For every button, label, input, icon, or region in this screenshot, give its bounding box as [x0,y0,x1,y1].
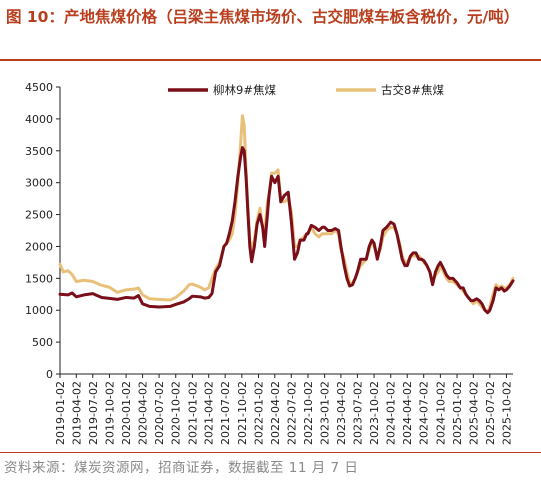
y-tick-label: 4000 [25,113,53,126]
chart-series-group [58,114,515,315]
x-tick-label: 2020-07-02 [153,381,166,445]
x-tick-label: 2021-07-02 [219,381,232,445]
y-tick-label: 1500 [25,272,53,285]
figure-title: 图 10：产地焦煤价格（吕梁主焦煤市场价、古交肥煤车板含税价，元/吨） [6,8,520,26]
x-tick-label: 2024-10-02 [434,381,447,445]
y-tick-label: 0 [46,368,53,381]
y-tick-label: 2000 [25,240,53,253]
x-tick-label: 2024-01-02 [385,381,398,445]
x-tick-label: 2020-04-02 [137,381,150,445]
chart-axes: 0 500 1000 1500 2000 2500 3000 3500 4000 4500 2019… [25,81,513,445]
x-tick-label: 2022-04-02 [269,381,282,445]
x-tick-label: 2023-10-02 [368,381,381,445]
x-tick-label: 2025-07-02 [484,381,497,445]
x-tick-label: 2019-07-02 [87,381,100,445]
x-tick-label: 2022-01-02 [253,381,266,445]
x-tick-label: 2019-01-02 [54,381,67,445]
x-tick-label: 2025-01-02 [451,381,464,445]
y-tick-label: 4500 [25,81,53,94]
y-tick-label: 3000 [25,177,53,190]
series-line-2 [58,114,515,313]
y-tick-label: 1000 [25,304,53,317]
y-tick-label: 3500 [25,145,53,158]
x-tick-label: 2020-10-02 [170,381,183,445]
y-tick-label: 500 [32,336,53,349]
x-tick-label: 2021-10-02 [236,381,249,445]
x-tick-label: 2022-07-02 [285,381,298,445]
x-tick-label: 2025-10-02 [500,381,513,445]
legend-label-2: 古交8#焦煤 [381,83,444,97]
chart-legend: 柳林9#焦煤 古交8#焦煤 [168,83,444,97]
x-tick-label: 2024-04-02 [401,381,414,445]
x-tick-label: 2021-04-02 [203,381,216,445]
y-tick-label: 2500 [25,209,53,222]
x-tick-label: 2023-01-02 [319,381,332,445]
x-tick-label: 2020-01-02 [120,381,133,445]
x-tick-label: 2019-10-02 [103,381,116,445]
x-tick-label: 2021-01-02 [186,381,199,445]
x-tick-label: 2022-10-02 [302,381,315,445]
source-note: 资料来源：煤炭资源网，招商证券，数据截至 11 月 7 日 [4,460,359,476]
source-divider [0,452,541,453]
x-tick-label: 2025-04-02 [467,381,480,445]
x-tick-label: 2024-07-02 [418,381,431,445]
x-tick-label: 2023-04-02 [335,381,348,445]
series-line-1 [58,146,515,315]
x-tick-label: 2019-04-02 [70,381,83,445]
legend-label-1: 柳林9#焦煤 [213,83,276,97]
title-divider [0,59,541,61]
x-tick-label: 2023-07-02 [351,381,364,445]
